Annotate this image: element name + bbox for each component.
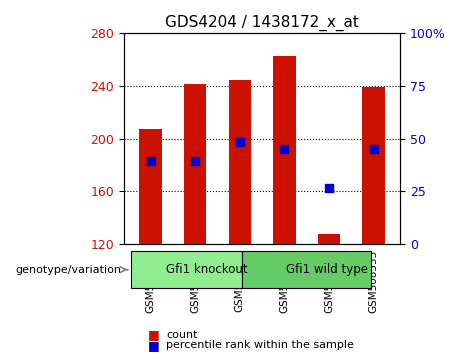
Point [281, 146, 288, 152]
Point [236, 139, 243, 145]
Bar [140, 129, 162, 245]
Point [370, 146, 378, 152]
Text: ■: ■ [148, 339, 159, 352]
Point [147, 158, 154, 164]
Title: GDS4204 / 1438172_x_at: GDS4204 / 1438172_x_at [165, 15, 359, 31]
Text: genotype/variation: genotype/variation [16, 265, 122, 275]
Bar [362, 87, 385, 245]
Bar [184, 84, 207, 245]
FancyBboxPatch shape [130, 251, 242, 287]
Point [325, 185, 333, 190]
Text: ■: ■ [148, 328, 159, 341]
Bar [318, 234, 340, 245]
Bar [273, 56, 296, 245]
Text: count: count [166, 330, 197, 339]
Text: percentile rank within the sample: percentile rank within the sample [166, 340, 354, 350]
Point [192, 158, 199, 164]
Text: Gfi1 wild type: Gfi1 wild type [286, 263, 368, 276]
Text: Gfi1 knockout: Gfi1 knockout [165, 263, 247, 276]
Bar [229, 80, 251, 245]
FancyBboxPatch shape [242, 251, 372, 287]
